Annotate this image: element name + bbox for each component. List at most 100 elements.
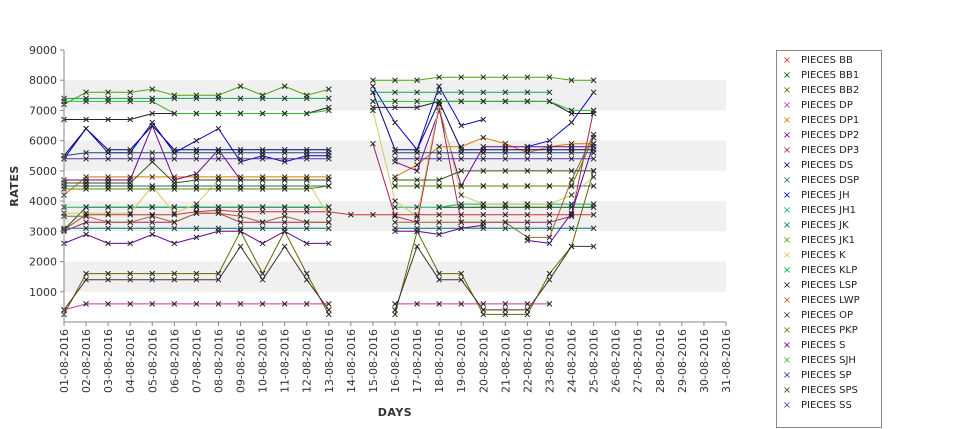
grid-band <box>64 140 726 171</box>
series <box>61 155 597 162</box>
data-point <box>414 155 420 162</box>
data-point <box>105 219 111 226</box>
data-point <box>149 213 156 220</box>
data-point <box>325 177 332 183</box>
data-point <box>568 183 575 189</box>
data-point <box>105 301 111 307</box>
data-point <box>325 225 332 232</box>
data-point <box>480 89 487 96</box>
data-point <box>392 219 398 226</box>
legend-item: × PIECES BB2 <box>781 83 859 98</box>
data-point <box>171 155 178 162</box>
legend-label: PIECES SS <box>801 400 852 411</box>
legend-label: PIECES DP <box>801 100 853 111</box>
data-point <box>414 228 420 235</box>
data-point <box>127 276 134 283</box>
x-tick-label: 30-08-2016 <box>698 329 711 393</box>
data-point <box>83 155 89 162</box>
data-point <box>568 77 575 84</box>
data-point <box>524 311 531 318</box>
data-point <box>105 240 111 247</box>
data-point <box>502 311 509 318</box>
data-point <box>502 183 509 189</box>
data-point <box>568 225 575 232</box>
data-point <box>414 98 420 105</box>
data-point <box>105 276 111 283</box>
x-tick-label: 24-08-2016 <box>566 329 579 393</box>
data-point <box>392 77 398 84</box>
data-point <box>193 155 200 162</box>
data-point <box>546 89 553 96</box>
data-point <box>127 219 134 226</box>
data-point <box>149 186 156 192</box>
data-point <box>458 168 465 174</box>
data-point <box>546 137 553 144</box>
data-point <box>127 210 134 217</box>
data-point <box>259 301 266 307</box>
data-point <box>568 168 575 174</box>
data-point <box>436 204 442 211</box>
series <box>61 301 553 313</box>
data-point <box>325 213 332 220</box>
data-point <box>281 208 288 215</box>
x-tick-label: 10-08-2016 <box>257 329 270 393</box>
data-point <box>83 98 89 105</box>
x-tick-label: 04-08-2016 <box>124 329 137 393</box>
data-point <box>458 192 465 198</box>
data-point <box>193 201 200 207</box>
line-chart: 1000 2000 3000 4000 5000 6000 7000 8000 9000 01-0… <box>8 44 733 419</box>
data-point <box>370 89 376 96</box>
data-point <box>480 222 487 229</box>
data-point <box>436 143 442 150</box>
data-point <box>325 307 332 313</box>
legend-marker: × <box>782 340 792 351</box>
data-point <box>215 276 222 283</box>
legend-item: × PIECES DS <box>781 158 853 173</box>
data-point <box>215 110 222 117</box>
data-point <box>127 225 134 232</box>
data-point <box>590 149 597 156</box>
data-point <box>392 183 398 189</box>
data-point <box>105 210 111 217</box>
data-point <box>436 225 442 232</box>
data-point <box>303 240 310 247</box>
data-point <box>502 89 509 96</box>
legend-marker: × <box>782 280 792 291</box>
data-point <box>193 225 200 232</box>
data-point <box>193 149 200 156</box>
data-point <box>193 171 200 177</box>
y-tick-label: 2000 <box>29 256 57 269</box>
data-point <box>105 225 111 232</box>
data-point <box>281 83 288 90</box>
data-point <box>237 213 244 220</box>
data-point <box>325 155 332 162</box>
data-point <box>325 149 332 156</box>
x-tick-label: 07-08-2016 <box>190 329 203 393</box>
data-point <box>83 276 89 283</box>
legend-item: × PIECES DP2 <box>781 128 859 143</box>
data-point <box>590 134 597 141</box>
data-point <box>259 219 266 226</box>
data-point <box>480 307 487 313</box>
data-point <box>259 240 266 247</box>
data-point <box>502 168 509 174</box>
x-tick-label: 20-08-2016 <box>477 329 490 393</box>
data-point <box>325 86 332 93</box>
data-point <box>546 225 553 232</box>
legend-item: × PIECES SPS <box>781 383 858 398</box>
data-point <box>127 116 134 123</box>
data-point <box>259 177 266 183</box>
data-point <box>193 177 200 183</box>
data-point <box>524 201 531 207</box>
data-point <box>524 89 531 96</box>
legend-marker: × <box>782 355 792 366</box>
legend-marker: × <box>782 130 792 141</box>
data-point <box>237 155 244 162</box>
legend-label: PIECES BB1 <box>801 70 860 81</box>
data-point <box>392 119 398 126</box>
data-point <box>193 301 200 307</box>
series <box>61 168 597 318</box>
data-point <box>480 74 487 81</box>
data-point <box>325 240 332 247</box>
legend-label: PIECES KLP <box>801 265 858 276</box>
